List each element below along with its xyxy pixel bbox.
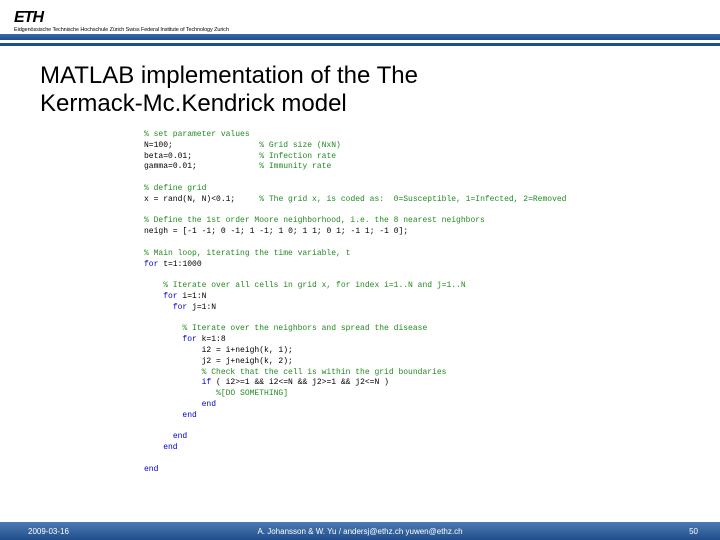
code-line: N=	[144, 141, 154, 150]
code-line: % Iterate over the neighbors and spread …	[144, 324, 427, 333]
code-line: for	[144, 260, 158, 269]
code-line: end	[144, 465, 158, 474]
code-line: % define grid	[144, 184, 206, 193]
code-line	[144, 303, 173, 312]
header-stripe	[0, 34, 720, 40]
title-line-2: Kermack-Mc.Kendrick model	[40, 90, 347, 117]
code-line: beta=	[144, 152, 168, 161]
code-line	[144, 292, 163, 301]
code-line	[144, 378, 202, 387]
title-line-1: MATLAB implementation of the The	[40, 62, 418, 89]
code-line	[144, 432, 173, 441]
code-line	[144, 389, 216, 398]
code-line: i2 = i+neigh(k,	[144, 346, 278, 355]
code-line: neigh = [	[144, 227, 187, 236]
code-line: % Main loop, iterating the time variable…	[144, 249, 350, 258]
code-line	[144, 411, 182, 420]
logo-main: ETH	[14, 9, 229, 27]
code-line: gamma=	[144, 162, 173, 171]
code-line	[144, 335, 182, 344]
slide-header: ETH Eidgenössische Technische Hochschule…	[0, 0, 720, 46]
code-line: % Check that the cell is within the grid…	[144, 368, 446, 377]
footer-page-number: 50	[689, 527, 698, 536]
footer-date: 2009-03-16	[28, 527, 69, 536]
code-line: % Define the 1st order Moore neighborhoo…	[144, 216, 485, 225]
code-line: j2 = j+neigh(k,	[144, 357, 278, 366]
slide-footer: 2009-03-16 A. Johansson & W. Yu / anders…	[0, 522, 720, 540]
footer-authors: A. Johansson & W. Yu / andersj@ethz.ch y…	[0, 527, 720, 536]
logo-subtitle: Eidgenössische Technische Hochschule Zür…	[14, 27, 229, 33]
code-line: x = rand(N, N)<	[144, 195, 216, 204]
code-line: % Iterate over all cells in grid x, for …	[144, 281, 466, 290]
slide-title: MATLAB implementation of the The Kermack…	[40, 62, 418, 117]
eth-logo: ETH Eidgenössische Technische Hochschule…	[14, 4, 229, 38]
code-line	[144, 400, 202, 409]
code-line	[144, 443, 163, 452]
matlab-code-block: % set parameter values N=100; % Grid siz…	[144, 130, 566, 476]
code-line: % set parameter values	[144, 130, 250, 139]
